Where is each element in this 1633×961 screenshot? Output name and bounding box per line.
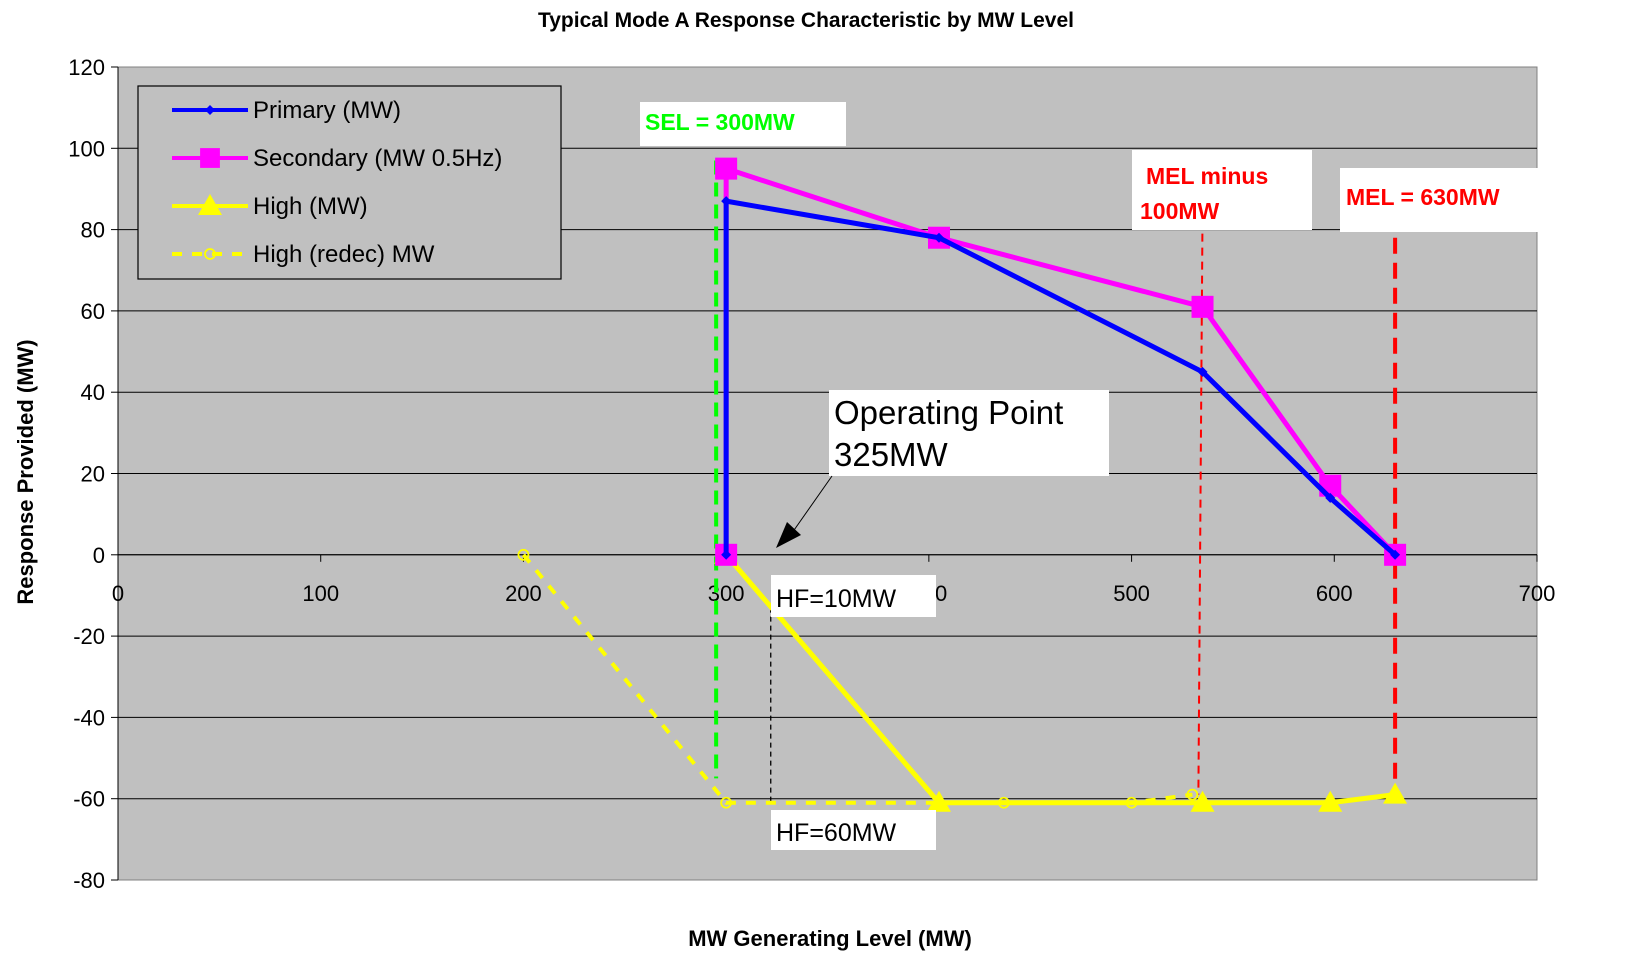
x-tick-label: 700: [1519, 581, 1556, 606]
data-point: [1191, 295, 1214, 318]
y-tick-label: 40: [81, 380, 105, 405]
y-axis-title: Response Provided (MW): [13, 339, 38, 604]
data-point: [1318, 790, 1343, 812]
mel-label-backdrop: [1340, 168, 1566, 232]
operating-point-arrowhead: [776, 522, 801, 548]
legend-item: High (redec) MW: [172, 241, 435, 268]
data-point: [715, 157, 738, 180]
data-point: [517, 548, 530, 561]
operating-point-label-line2: 325MW: [834, 436, 949, 473]
x-tick-label: 600: [1316, 581, 1353, 606]
data-point: [1197, 366, 1208, 377]
mel-minus-reference-line: [1197, 233, 1204, 795]
legend-item: Secondary (MW 0.5Hz): [172, 145, 502, 172]
data-point: [200, 148, 220, 168]
legend-label: Primary (MW): [253, 97, 401, 124]
hf10-box: [771, 575, 936, 617]
data-point: [198, 194, 222, 215]
y-tick-label: 60: [81, 299, 105, 324]
x-tick-label: 300: [708, 581, 745, 606]
operating-point-box: [829, 390, 1109, 476]
mel-minus-label-backdrop: [1132, 150, 1312, 230]
data-point: [721, 549, 732, 560]
mel-minus-label-line2: 100MW: [1140, 198, 1220, 224]
hf10-label: HF=10MW: [776, 585, 897, 613]
y-tick-label: 20: [81, 462, 105, 487]
mel-minus-label-line1: MEL minus: [1146, 163, 1268, 189]
data-point: [1325, 492, 1336, 503]
x-tick-label: 100: [302, 581, 339, 606]
operating-point-pointer-line: [791, 475, 833, 534]
y-tick-label: -60: [73, 787, 105, 812]
sel-label: SEL = 300MW: [645, 109, 795, 135]
series-primary-mw: [721, 196, 1401, 560]
y-tick-label: -40: [73, 705, 105, 730]
x-tick-label: 200: [505, 581, 542, 606]
data-point: [926, 790, 951, 812]
y-tick-label: 0: [93, 543, 105, 568]
hf60-box: [771, 810, 936, 850]
sel-label-backdrop: [640, 102, 846, 146]
data-point: [933, 232, 944, 243]
series-line: [521, 553, 1193, 805]
chart-title: Typical Mode A Response Characteristic b…: [538, 9, 1074, 32]
legend-label: High (MW): [253, 193, 368, 220]
x-axis-ticks: 0100200300400500600700: [112, 554, 1556, 606]
data-point: [721, 196, 732, 207]
y-tick-label: 100: [68, 136, 105, 161]
mel-label: MEL = 630MW: [1346, 184, 1500, 210]
x-tick-label: 0: [112, 581, 124, 606]
legend-box: [137, 85, 562, 280]
x-axis-title: MW Generating Level (MW): [688, 926, 972, 951]
series-layer: [517, 157, 1408, 812]
series-line: [723, 198, 1397, 557]
data-point: [1190, 790, 1215, 812]
data-point: [205, 105, 215, 115]
data-point: [720, 796, 733, 809]
legend-item: Primary (MW): [172, 97, 401, 124]
y-tick-label: -20: [73, 624, 105, 649]
y-tick-label: 120: [68, 55, 105, 80]
legend-label: Secondary (MW 0.5Hz): [253, 145, 502, 172]
legend-label: High (redec) MW: [253, 241, 435, 268]
reference-lines: [714, 160, 1398, 803]
data-point: [1390, 549, 1401, 560]
data-point: [1383, 782, 1408, 804]
data-point: [1186, 788, 1199, 801]
y-tick-label: -80: [73, 868, 105, 893]
annotations: SEL = 300MW MEL minus 100MW MEL = 630MW Oper…: [640, 102, 1566, 850]
x-tick-label: 500: [1113, 581, 1150, 606]
operating-point-label-line1: Operating Point: [834, 394, 1063, 431]
y-tick-label: 80: [81, 218, 105, 243]
legend: Primary (MW) Secondary (MW 0.5Hz) High (MW…: [137, 85, 562, 280]
data-point: [204, 248, 216, 260]
legend-item: High (MW): [172, 193, 368, 220]
y-axis-ticks: 120 100 80 60 40 20 0 -20 -40 -60 -80: [68, 55, 119, 893]
hf60-label: HF=60MW: [776, 819, 897, 847]
